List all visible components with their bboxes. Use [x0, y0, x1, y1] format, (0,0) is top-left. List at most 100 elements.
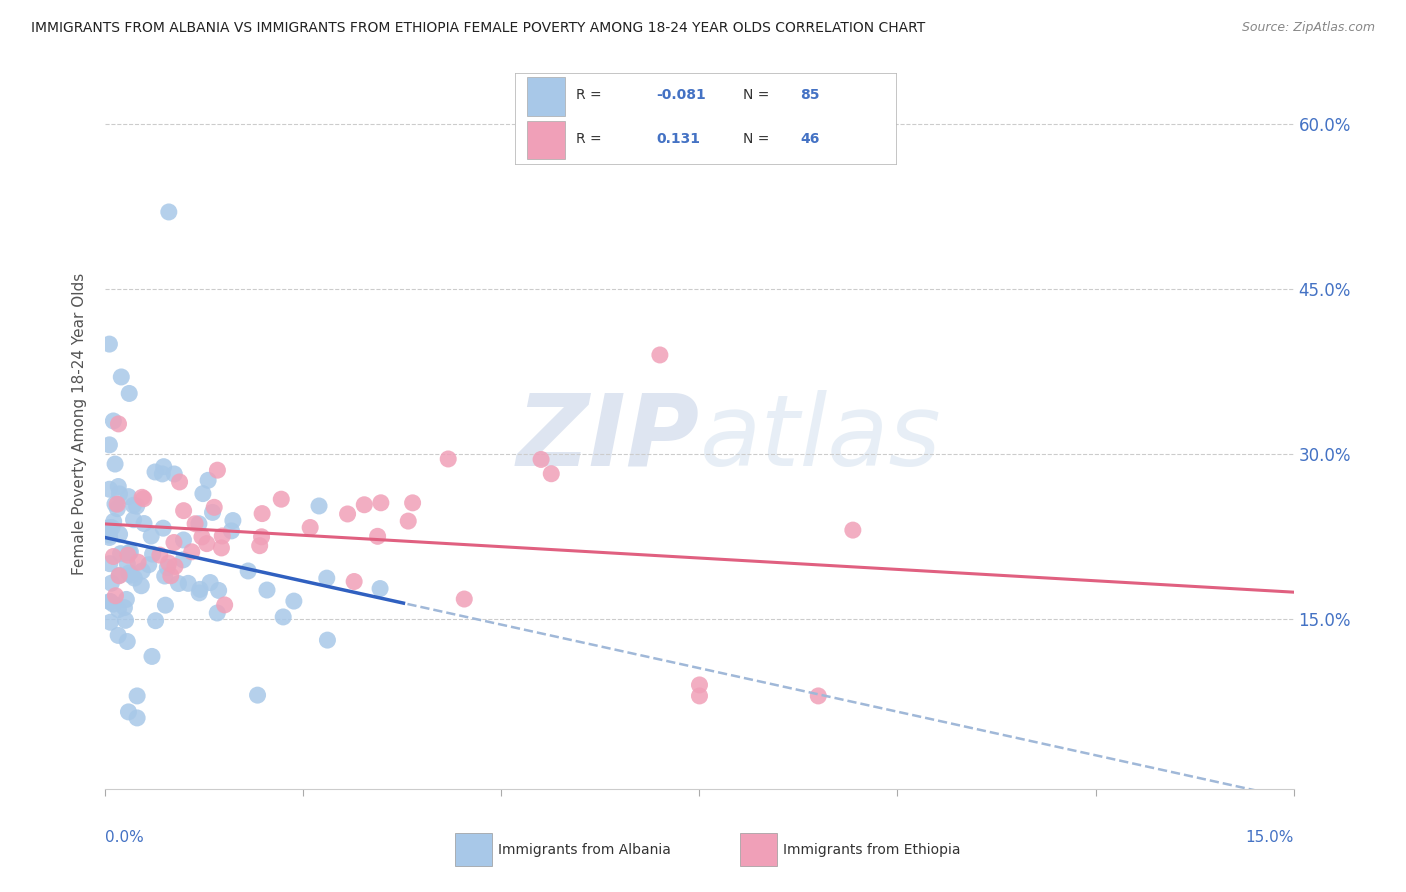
Point: [110, 547, 132, 561]
Point: [127, 555, 149, 569]
Point: [250, 507, 273, 521]
Point: [122, 499, 145, 513]
Point: [104, 457, 127, 471]
Point: [132, 516, 155, 531]
Point: [120, 568, 142, 582]
Point: [207, 606, 229, 620]
Point: [98, 531, 121, 545]
Point: [163, 559, 186, 574]
Point: [157, 205, 180, 219]
Point: [353, 498, 375, 512]
Point: [208, 583, 231, 598]
Point: [104, 589, 127, 603]
Point: [118, 566, 141, 580]
Point: [143, 465, 166, 479]
Point: [343, 574, 366, 589]
Point: [117, 634, 139, 648]
Point: [807, 689, 830, 703]
Point: [103, 597, 125, 611]
Point: [270, 492, 292, 507]
Point: [271, 610, 294, 624]
Point: [110, 370, 132, 384]
Text: 15.0%: 15.0%: [1246, 830, 1294, 845]
Point: [98, 594, 121, 608]
Point: [336, 507, 359, 521]
Text: 0.0%: 0.0%: [105, 830, 145, 845]
Point: [108, 568, 131, 582]
Point: [396, 514, 419, 528]
Point: [156, 560, 179, 574]
Point: [177, 576, 200, 591]
Point: [104, 497, 127, 511]
Point: [367, 529, 389, 543]
Text: atlas: atlas: [700, 390, 941, 487]
Point: [283, 594, 305, 608]
Point: [145, 614, 167, 628]
Point: [202, 500, 225, 515]
Point: [155, 598, 177, 612]
Point: [100, 576, 122, 591]
Point: [246, 688, 269, 702]
Point: [167, 576, 190, 591]
Point: [98, 482, 121, 496]
Point: [188, 582, 211, 597]
Point: [127, 689, 149, 703]
Point: [187, 516, 209, 531]
Y-axis label: Female Poverty Among 18-24 Year Olds: Female Poverty Among 18-24 Year Olds: [72, 273, 87, 574]
Text: IMMIGRANTS FROM ALBANIA VS IMMIGRANTS FROM ETHIOPIA FEMALE POVERTY AMONG 18-24 Y: IMMIGRANTS FROM ALBANIA VS IMMIGRANTS FR…: [31, 21, 925, 36]
Point: [103, 515, 125, 529]
Point: [209, 541, 232, 555]
Point: [117, 557, 139, 571]
Point: [107, 628, 129, 642]
Point: [101, 521, 124, 535]
Point: [370, 496, 392, 510]
Point: [108, 568, 131, 582]
Point: [214, 598, 236, 612]
Point: [198, 575, 221, 590]
Point: [157, 556, 180, 570]
Point: [141, 529, 163, 543]
Point: [107, 417, 129, 431]
Point: [401, 496, 423, 510]
Point: [201, 505, 224, 519]
Point: [530, 452, 553, 467]
Point: [120, 545, 142, 559]
Point: [648, 348, 671, 362]
Point: [131, 491, 153, 505]
Point: [250, 530, 273, 544]
Point: [172, 553, 194, 567]
Point: [211, 529, 233, 543]
Point: [105, 501, 128, 516]
Point: [107, 479, 129, 493]
Point: [191, 530, 214, 544]
Point: [118, 386, 141, 401]
Point: [172, 533, 194, 547]
Point: [689, 689, 711, 703]
Point: [842, 523, 865, 537]
Text: Source: ZipAtlas.com: Source: ZipAtlas.com: [1241, 21, 1375, 35]
Point: [184, 516, 207, 531]
Point: [437, 452, 460, 467]
Point: [112, 600, 135, 615]
Point: [256, 582, 278, 597]
Point: [105, 497, 128, 511]
Point: [299, 520, 322, 534]
Point: [98, 528, 121, 542]
Point: [149, 548, 172, 562]
Point: [127, 711, 149, 725]
Point: [118, 545, 141, 559]
Point: [150, 467, 173, 481]
Point: [114, 613, 136, 627]
Point: [188, 586, 211, 600]
Point: [207, 463, 229, 477]
Point: [163, 467, 186, 481]
Point: [117, 548, 139, 562]
Point: [453, 592, 475, 607]
Point: [124, 571, 146, 585]
Point: [191, 486, 214, 500]
Point: [689, 678, 711, 692]
Point: [142, 547, 165, 561]
Point: [152, 459, 174, 474]
Point: [125, 500, 148, 514]
Point: [117, 705, 139, 719]
